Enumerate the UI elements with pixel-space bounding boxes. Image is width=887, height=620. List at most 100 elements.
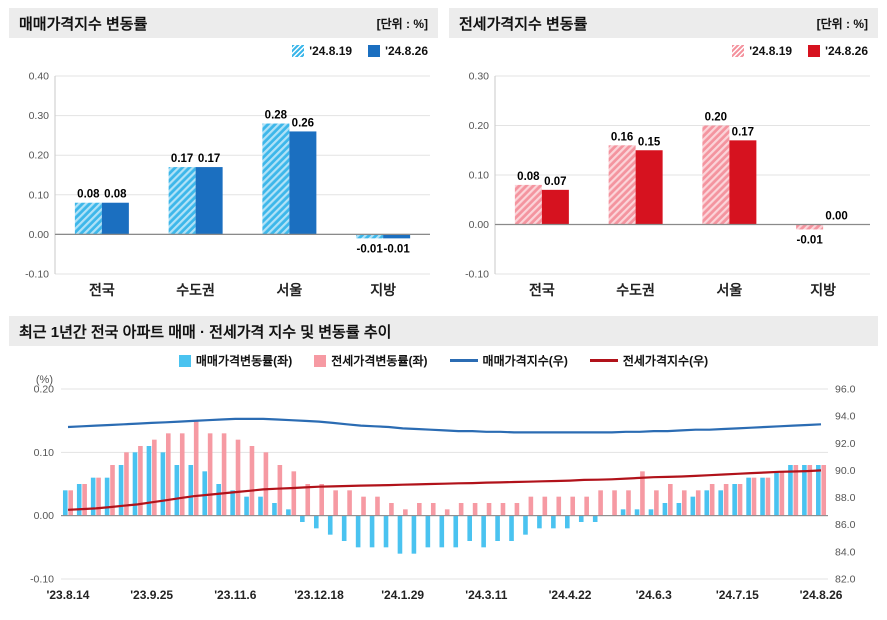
bar	[188, 465, 194, 516]
bar	[356, 234, 384, 239]
legend-item: '24.8.26	[368, 44, 428, 58]
bar	[598, 490, 603, 516]
bar	[702, 125, 730, 225]
bar	[486, 503, 492, 516]
svg-text:서울: 서울	[276, 282, 302, 298]
bar	[174, 465, 180, 516]
bar	[258, 496, 263, 516]
svg-text:0.40: 0.40	[29, 71, 50, 83]
svg-text:0.10: 0.10	[469, 170, 490, 182]
legend-swatch	[292, 45, 305, 57]
svg-text:0.17: 0.17	[171, 153, 193, 165]
bar	[76, 484, 82, 516]
svg-text:-0.10: -0.10	[25, 269, 49, 281]
bar	[760, 477, 765, 516]
svg-text:'23.9.25: '23.9.25	[130, 588, 173, 602]
bar	[361, 496, 366, 516]
legend-item: '24.8.19	[292, 44, 352, 58]
svg-text:'23.12.18: '23.12.18	[294, 588, 344, 602]
bar	[542, 496, 548, 516]
bar	[96, 477, 101, 516]
bar	[383, 234, 411, 239]
bar	[640, 471, 645, 516]
legend-item: '24.8.26	[808, 44, 868, 58]
svg-text:0.16: 0.16	[611, 131, 633, 143]
bar	[523, 515, 528, 535]
bar	[300, 515, 305, 522]
svg-text:서울: 서울	[716, 282, 742, 298]
bar	[202, 471, 208, 516]
bar	[737, 484, 743, 516]
bar	[608, 145, 636, 225]
svg-text:-0.01: -0.01	[797, 234, 824, 246]
svg-text:0.17: 0.17	[198, 153, 220, 165]
bar	[779, 471, 785, 516]
bar	[193, 420, 199, 516]
svg-text:(%): (%)	[36, 374, 53, 386]
svg-text:0.20: 0.20	[469, 120, 490, 132]
bar	[195, 167, 223, 235]
bar	[138, 446, 143, 516]
bar	[788, 465, 793, 516]
bar	[802, 465, 807, 516]
bar	[319, 484, 324, 516]
bar	[648, 509, 654, 516]
jeonse-price-unit-label: [단위 : %]	[816, 16, 868, 31]
bar	[272, 503, 277, 516]
bar	[347, 490, 352, 516]
legend-label: 매매가격변동률(좌)	[195, 354, 293, 368]
bar	[355, 515, 361, 548]
svg-text:전국: 전국	[529, 282, 555, 298]
svg-text:92.0: 92.0	[835, 438, 856, 450]
svg-text:-0.10: -0.10	[30, 574, 54, 586]
svg-text:94.0: 94.0	[835, 411, 856, 423]
svg-text:0.10: 0.10	[29, 189, 50, 201]
sale-price-panel-header: 매매가격지수 변동률 [단위 : %]	[9, 8, 438, 38]
legend-item: '24.8.19	[732, 44, 792, 58]
bar	[417, 503, 422, 516]
trend-chart-legend: 매매가격변동률(좌) 전세가격변동률(좌) 매매가격지수(우) 전세가격지수(우)	[9, 346, 878, 371]
svg-text:0.30: 0.30	[469, 71, 490, 83]
legend-swatch	[732, 45, 745, 57]
bar	[179, 433, 185, 516]
legend-swatch	[178, 354, 191, 367]
bar	[82, 484, 87, 516]
legend-line-marker	[449, 359, 478, 362]
bar	[249, 446, 255, 516]
bar	[289, 131, 317, 235]
jeonse-price-legend: '24.8.19 '24.8.26	[449, 38, 878, 60]
svg-text:0.07: 0.07	[544, 176, 566, 188]
bar	[383, 515, 389, 548]
bar	[430, 503, 436, 516]
bar	[570, 496, 576, 516]
legend-label: '24.8.19	[749, 44, 793, 58]
bar	[152, 439, 157, 516]
sale-price-chart-title: 매매가격지수 변동률	[19, 15, 148, 33]
bar	[556, 496, 562, 516]
bar	[262, 123, 290, 235]
bar	[592, 515, 598, 522]
bar	[124, 452, 129, 516]
sale-price-legend: '24.8.19 '24.8.26	[9, 38, 438, 60]
svg-text:0.20: 0.20	[29, 150, 50, 162]
bar	[751, 477, 757, 516]
bar	[160, 452, 166, 516]
svg-text:0.30: 0.30	[29, 110, 50, 122]
bar	[681, 490, 687, 516]
bar	[375, 496, 380, 516]
svg-text:지방: 지방	[370, 282, 396, 298]
sale-price-unit-label: [단위 : %]	[376, 16, 428, 31]
trend-section-header: 최근 1년간 전국 아파트 매매 · 전세가격 지수 및 변동률 추이	[9, 316, 878, 346]
bar	[495, 515, 500, 541]
bar	[634, 509, 640, 516]
svg-text:0.00: 0.00	[469, 219, 490, 231]
bar	[403, 509, 408, 516]
jeonse-price-chart-title: 전세가격지수 변동률	[459, 15, 588, 33]
bar	[230, 490, 235, 516]
svg-text:'24.4.22: '24.4.22	[549, 588, 592, 602]
bar	[584, 496, 589, 516]
svg-text:0.00: 0.00	[29, 229, 50, 241]
bar	[528, 496, 534, 516]
svg-text:수도권: 수도권	[176, 282, 215, 298]
